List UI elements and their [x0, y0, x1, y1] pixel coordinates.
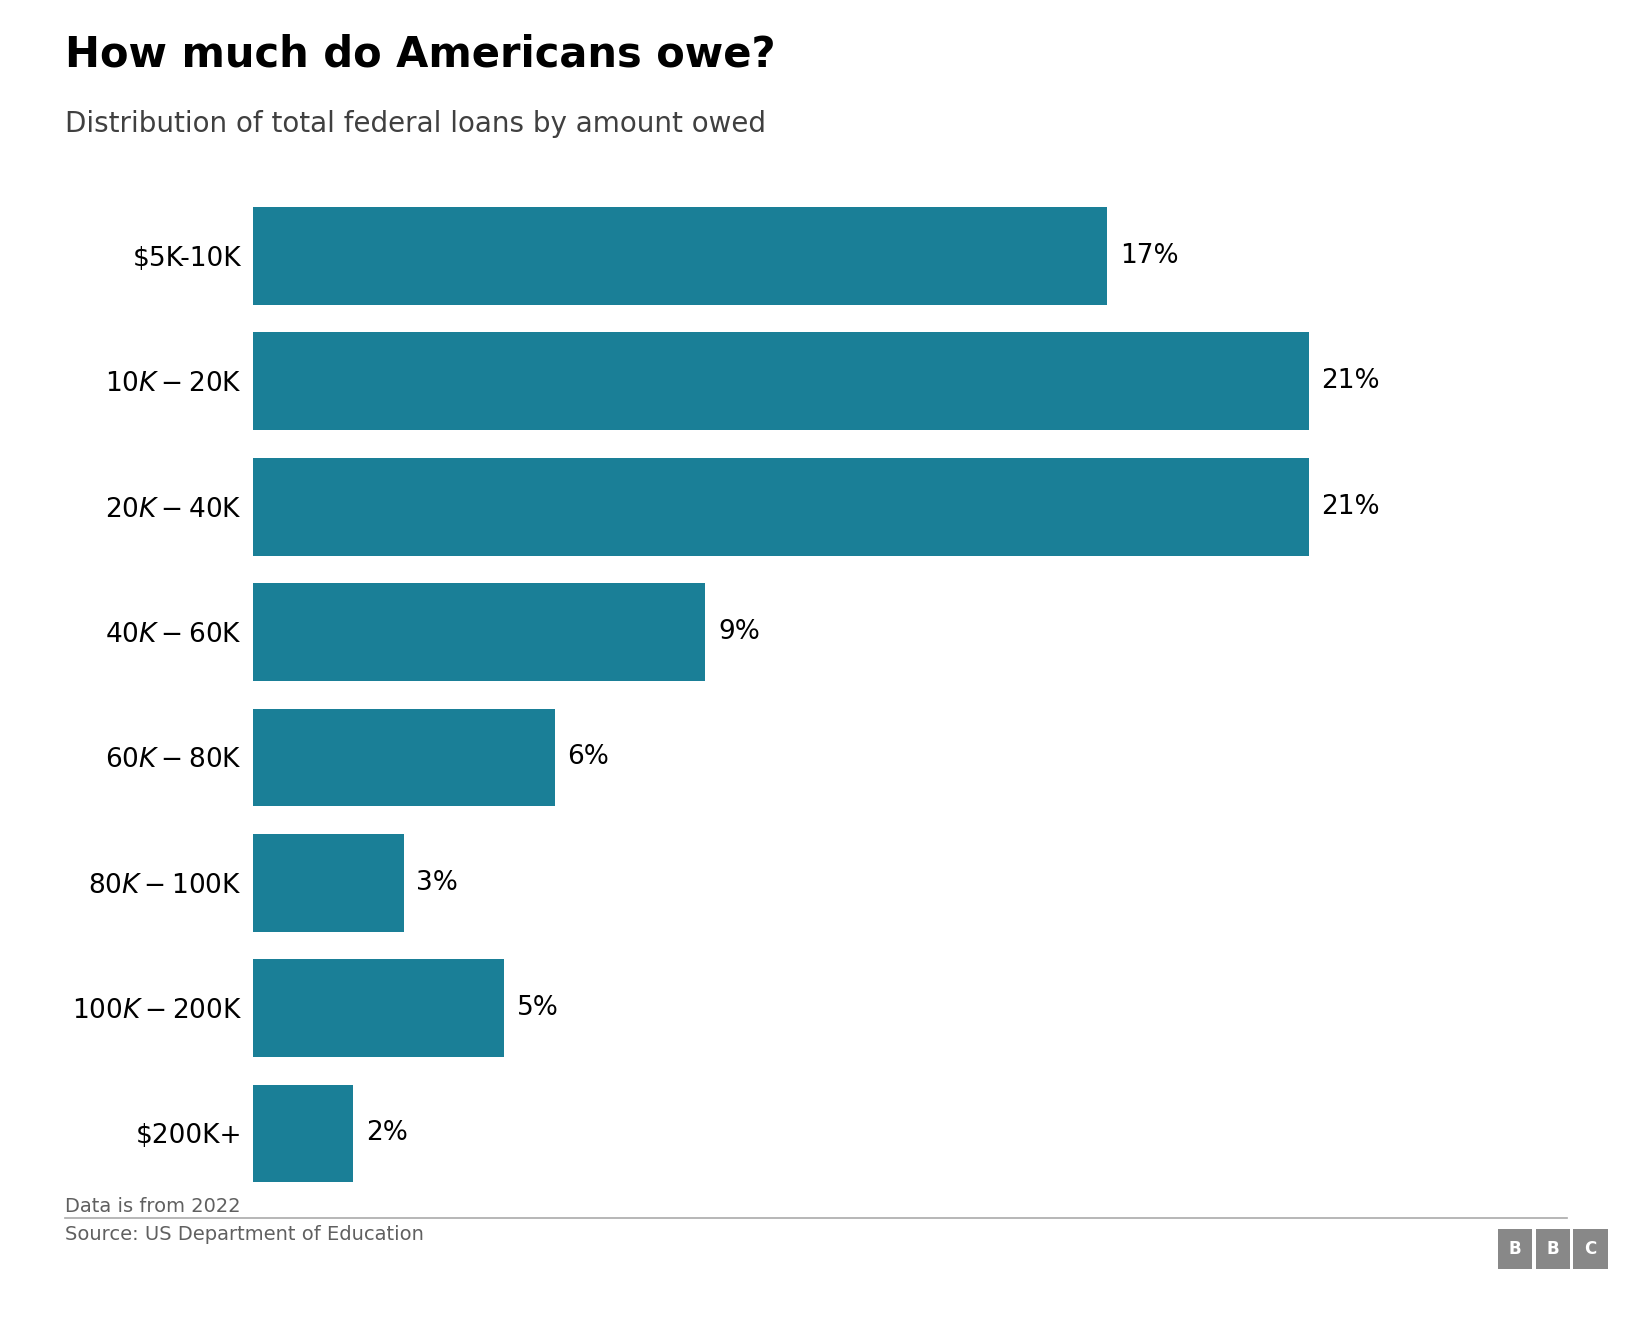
- Text: 17%: 17%: [1120, 243, 1178, 269]
- Text: 21%: 21%: [1322, 369, 1379, 394]
- Text: 21%: 21%: [1322, 494, 1379, 520]
- Text: 6%: 6%: [568, 744, 609, 771]
- Bar: [253, 582, 705, 681]
- Text: Source: US Department of Education: Source: US Department of Education: [65, 1225, 424, 1244]
- Text: How much do Americans owe?: How much do Americans owe?: [65, 33, 775, 75]
- Text: 5%: 5%: [517, 995, 558, 1021]
- Bar: [253, 708, 555, 807]
- Text: B: B: [1510, 1240, 1521, 1259]
- Bar: [253, 959, 504, 1057]
- Bar: [253, 333, 1309, 430]
- Text: Distribution of total federal loans by amount owed: Distribution of total federal loans by a…: [65, 110, 767, 138]
- Text: 3%: 3%: [416, 870, 459, 895]
- Text: B: B: [1547, 1240, 1559, 1259]
- Bar: [253, 207, 1108, 305]
- Bar: [253, 834, 403, 931]
- Text: C: C: [1585, 1240, 1596, 1259]
- Text: 9%: 9%: [718, 619, 761, 645]
- Bar: [253, 458, 1309, 556]
- Text: Data is from 2022: Data is from 2022: [65, 1197, 242, 1216]
- Text: 2%: 2%: [366, 1121, 408, 1146]
- Bar: [253, 1085, 354, 1182]
